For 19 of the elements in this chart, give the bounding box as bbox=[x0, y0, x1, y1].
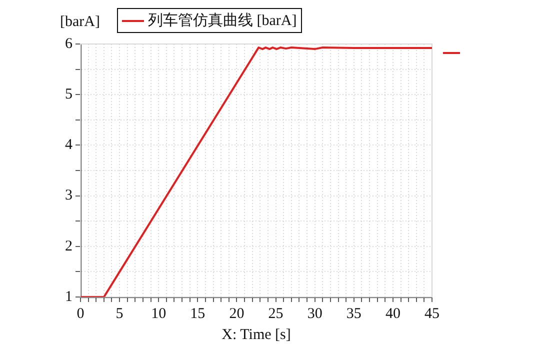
y-tick-label: 4 bbox=[65, 137, 73, 154]
x-tick-label: 30 bbox=[307, 306, 322, 322]
y-tick-label: 2 bbox=[65, 238, 72, 254]
x-tick-label: 35 bbox=[346, 306, 362, 322]
x-tick-label: 40 bbox=[385, 306, 400, 322]
x-tick-label: 0 bbox=[76, 306, 84, 322]
y-tick-label: 1 bbox=[65, 288, 72, 305]
x-tick-label: 5 bbox=[116, 306, 124, 322]
x-axis-title: X: Time [s] bbox=[222, 326, 291, 343]
y-tick-label: 3 bbox=[65, 188, 72, 204]
y-tick-label: 5 bbox=[65, 86, 72, 103]
legend-label: 列车管仿真曲线 [barA] bbox=[148, 12, 297, 30]
x-tick-label: 20 bbox=[229, 306, 244, 322]
x-tick-label: 10 bbox=[151, 306, 166, 322]
x-tick-label: 15 bbox=[190, 306, 206, 322]
x-tick-label: 25 bbox=[268, 306, 284, 322]
y-tick-label: 6 bbox=[65, 36, 73, 52]
x-tick-label: 45 bbox=[424, 306, 440, 322]
y-axis-title: [barA] bbox=[60, 14, 100, 31]
